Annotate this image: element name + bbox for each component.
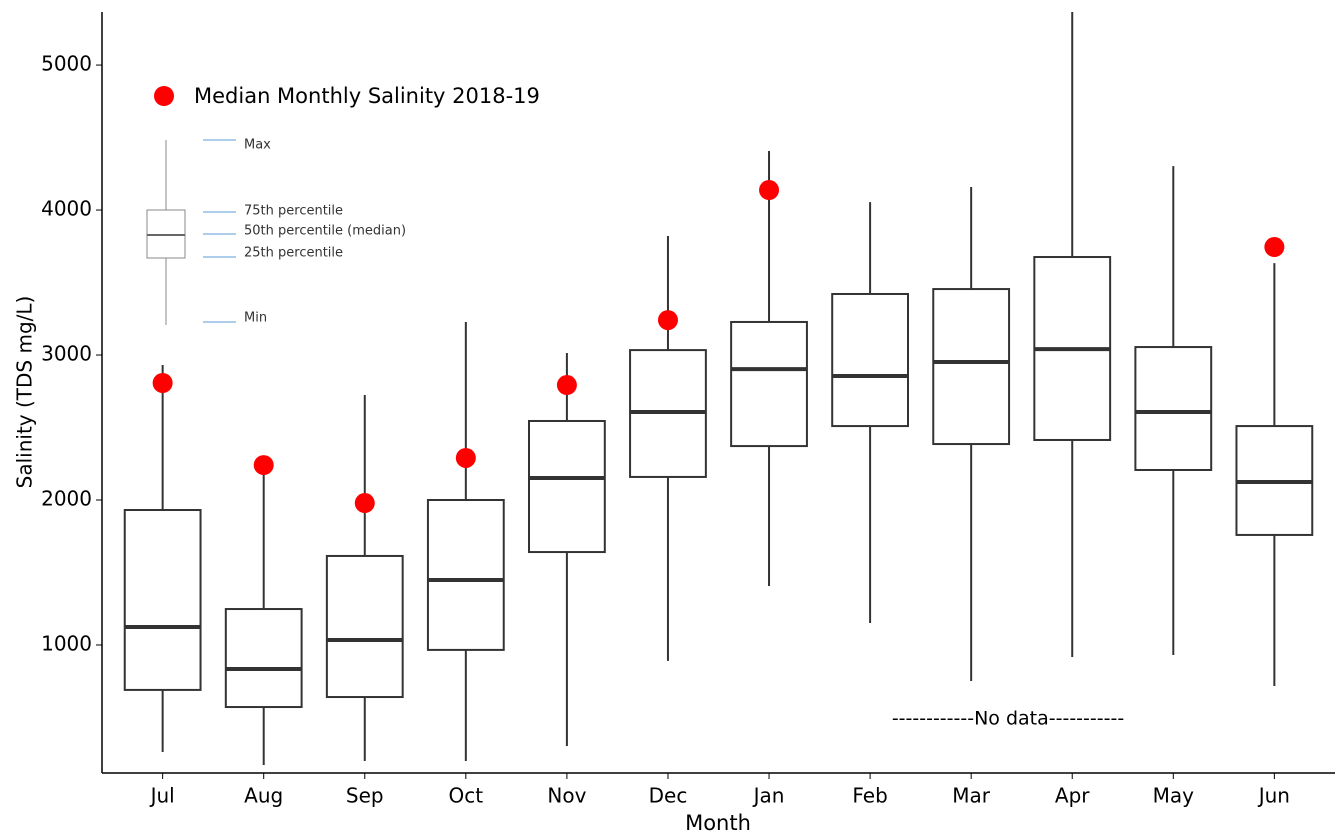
median-point [556,375,577,396]
box [1134,346,1213,471]
median-point [253,455,274,476]
key-label: Min [244,311,267,326]
y-axis-label: Salinity (TDS mg/L) [13,296,37,489]
y-tick-label: 3000 [41,342,92,366]
box [224,608,303,709]
box [528,419,606,554]
x-tick-label: Feb [852,784,887,808]
legend-label: Median Monthly Salinity 2018-19 [194,84,540,108]
key-label: Max [244,138,271,153]
median-point [1264,237,1285,258]
legend-marker [154,86,174,106]
key-label: 25th percentile [244,246,343,261]
x-tick-label: Mar [952,784,991,808]
box [831,292,909,428]
box [123,509,202,691]
box [932,288,1011,446]
x-tick-label: May [1153,784,1195,808]
x-tick-label: Jan [752,784,785,808]
key-label: 75th percentile [244,204,343,219]
median-point [354,493,375,514]
y-tick-label: 2000 [41,487,92,511]
box [426,499,505,651]
box [730,320,808,448]
x-tick-label: Aug [244,784,283,808]
legend-key-graphic [146,139,236,325]
x-tick-label: Jun [1257,784,1290,808]
annotation: ------------No data----------- [892,708,1124,730]
x-tick-label: Apr [1055,784,1090,808]
box [325,554,404,699]
x-tick-label: Jul [149,784,175,808]
x-tick-label: Dec [649,784,688,808]
x-tick-label: Oct [449,784,484,808]
median-point [455,447,476,468]
median-point [152,373,173,394]
median-point [657,310,678,331]
y-tick-label: 5000 [41,52,92,76]
x-tick-label: Sep [346,784,384,808]
y-tick-label: 1000 [41,631,92,655]
median-point [759,180,780,201]
y-tick-label: 4000 [41,197,92,221]
x-tick-label: Nov [547,784,586,808]
key-label: 50th percentile (median) [244,224,406,239]
x-axis-label: Month [685,811,751,835]
